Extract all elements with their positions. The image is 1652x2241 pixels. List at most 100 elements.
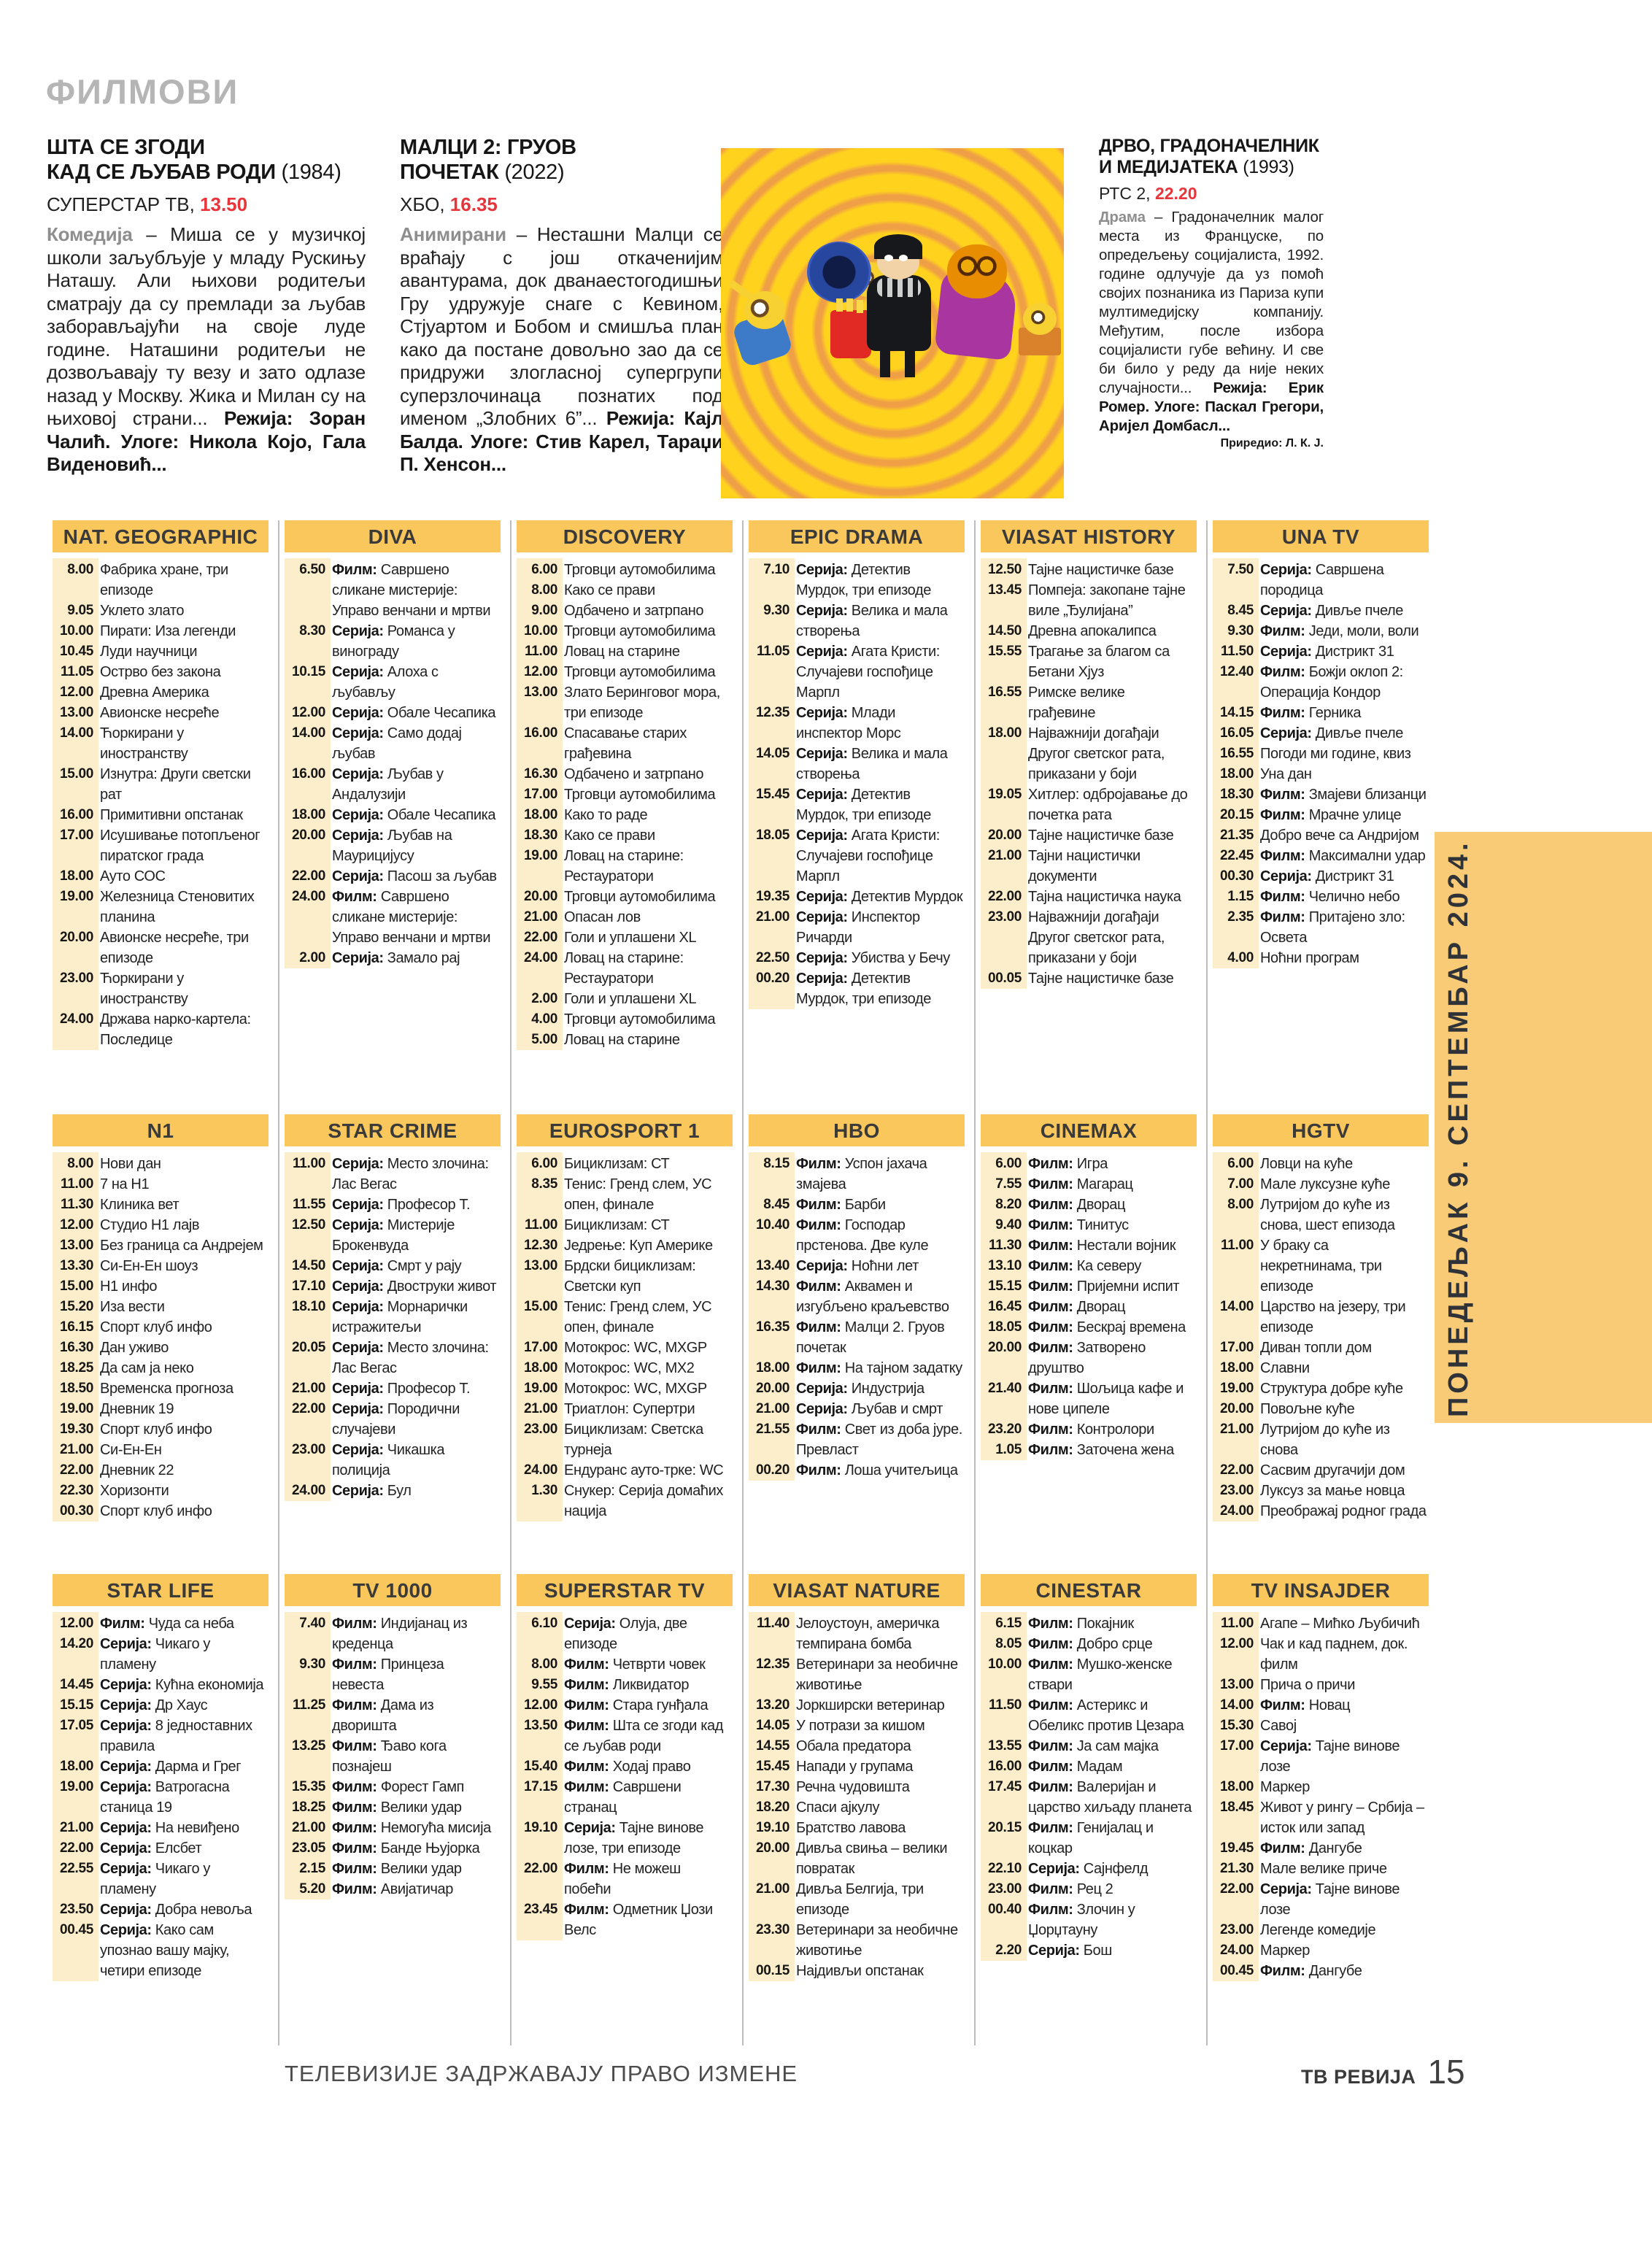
listing-entry: 00.30 Спорт клуб инфо [53,1501,269,1521]
channel-header: CINESTAR [981,1574,1197,1606]
listing-entry: 17.00 Диван топли дом [1213,1338,1429,1358]
channel-listing: 7.40 Филм: Индијанац из креденца 9.30 Филм:… [285,1612,501,1899]
listing-time: 6.00 [531,1156,557,1171]
listing-title: Филм: Не можеш побећи [564,1861,681,1897]
listing-entry: 20.00 Трговци аутомобилима [517,887,733,907]
listing-title: Тајне нацистичке базе [1028,562,1174,578]
listing-entry: 19.00 Структура добре куће [1213,1378,1429,1399]
listing-time: 21.55 [755,1422,790,1437]
listing-time: 23.00 [523,1422,557,1437]
listing-entry: 8.00 Нови дан [53,1154,269,1174]
film-credits: Режија: Зоран Чалић. Улоге: Никола Којо,… [47,407,366,476]
listing-entry: 16.00 Примитивни опстанак [53,805,269,825]
channel-block: HBO 8.15 Филм: Успон јахача змајева 8.45 Фил… [749,1114,965,1568]
listing-entry: 12.00 Студио Н1 лајв [53,1215,269,1235]
channel-listing: 11.40 Јелоустоун, америчка темпирана бомб… [749,1612,965,1981]
listing-entry: 8.00 Како се прави [517,580,733,601]
listing-title: Најважнији догађаји Другог светског рата… [1028,725,1165,782]
listing-entry: 19.10 Братство лавова [749,1818,965,1838]
listing-title: Серија: Љубав у Андалузији [332,766,444,803]
listing-time: 17.00 [523,1340,557,1355]
listing-time: 8.45 [763,1197,790,1212]
listing-time: 17.05 [59,1718,93,1733]
listing-entry: 16.30 Дан уживо [53,1338,269,1358]
channel-block: NAT. GEOGRAPHIC 8.00 Фабрика хране, три еп… [53,520,269,1108]
listing-entry: 14.00 Царство на језеру, три епизоде [1213,1297,1429,1338]
listing-entry: 4.00 Ноћни програм [1213,948,1429,968]
listing-time: 23.45 [523,1902,557,1917]
listing-entry: 6.10 Серија: Олуја, две епизоде [517,1613,733,1654]
listing-title: Опасан лов [564,909,641,925]
column-divider [510,520,512,2045]
listing-title: Обала предатора [796,1738,911,1754]
listing-time: 12.35 [755,705,790,720]
listing-entry: 21.35 Добро вече са Андријом [1213,825,1429,846]
listing-entry: 18.00 Мотокрос: WC, MX2 [517,1358,733,1378]
listing-entry: 19.00 Дневник 19 [53,1399,269,1419]
listing-time: 15.20 [59,1299,93,1314]
listing-entry: 15.30 Савој [1213,1716,1429,1736]
listing-entry: 2.15 Филм: Велики удар [285,1859,501,1879]
film-time: 22.20 [1154,184,1197,203]
listing-entry: 18.30 Како се прави [517,825,733,846]
listing-title: Серија: Детектив Мурдок, три епизоде [796,787,931,823]
listing-entry: 15.45 Напади у групама [749,1756,965,1777]
listing-time: 16.00 [59,807,93,822]
listing-entry: 16.15 Спорт клуб инфо [53,1317,269,1338]
listing-time: 22.00 [1219,1462,1254,1478]
listing-title: Филм: Лоша учитељица [796,1462,958,1478]
listing-time: 11.50 [989,1697,1022,1713]
listing-time: 21.00 [1219,1422,1254,1437]
listing-time: 11.55 [293,1197,325,1212]
listing-title: Серија: Обале Чесапика [332,705,496,721]
listing-time: 15.55 [987,644,1022,659]
film-title: ДРВО, ГРАДОНАЧЕЛНИК И МЕДИЈАТЕКА (1993) [1099,136,1319,177]
channel-block: VIASAT HISTORY 12.50 Тајне нацистичке базе… [981,520,1197,1108]
listing-title: Трговци аутомобилима [564,623,716,639]
listing-title: Царство на језеру, три епизоде [1260,1299,1406,1335]
listing-entry: 11.40 Јелоустоун, америчка темпирана бомб… [749,1613,965,1654]
listing-entry: 19.00 Серија: Ватрогасна станица 19 [53,1777,269,1818]
listing-title: Лутријом до куће из снова [1260,1422,1390,1458]
listing-entry: 20.15 Филм: Мрачне улице [1213,805,1429,825]
listing-time: 10.00 [523,623,557,639]
listing-entry: 21.00 Серија: На невиђено [53,1818,269,1838]
listing-entry: 23.00 Луксуз за мање новца [1213,1481,1429,1501]
listing-entry: 17.10 Серија: Двоструки живот [285,1276,501,1297]
listing-title: Серија: Добра невоља [100,1902,252,1918]
listing-time: 18.05 [755,828,790,843]
magazine-name: ТВ РЕВИЈА [1301,2066,1416,2088]
listing-title: Ветеринари за необичне животиње [796,1922,958,1959]
channel-listing: 7.50 Серија: Савршена породица 8.45 Серија:… [1213,558,1429,968]
listing-title: Древна Америка [100,684,209,701]
listing-entry: 20.00 Дивља свиња – велики повратак [749,1838,965,1879]
listing-entry: 11.05 Острво без закона [53,662,269,682]
listing-title: Серија: Дивље пчеле [1260,603,1404,619]
listing-title: Прича о причи [1260,1677,1355,1693]
listing-time: 12.50 [987,562,1022,577]
listing-entry: 22.00 Филм: Не можеш побећи [517,1859,733,1899]
channel-block: N1 8.00 Нови дан 11.00 7 на Н1 11.30 Клиника в… [53,1114,269,1568]
listing-time: 15.00 [523,1299,557,1314]
listing-entry: 19.10 Серија: Тајне винове лозе, три епиз… [517,1818,733,1859]
channel-block: STAR CRIME 11.00 Серија: Место злочина: Ла… [285,1114,501,1568]
listing-time: 16.55 [1219,746,1254,761]
listing-title: Серија: Место злочина: Лас Вегас [332,1340,489,1376]
listing-title: Филм: Тинитус [1028,1217,1129,1233]
listing-entry: 5.00 Ловац на старине [517,1030,733,1050]
listing-title: Филм: Немогућа мисија [332,1820,491,1836]
listing-title: Филм: Дворац [1028,1197,1126,1213]
listing-title: Серија: Професор Т. [332,1381,471,1397]
listing-time: 11.00 [525,1217,557,1233]
listing-title: Серија: Дивље пчеле [1260,725,1404,741]
channel-header: VIASAT NATURE [749,1574,965,1606]
channel-listing: 7.10 Серија: Детектив Мурдок, три епизоде… [749,558,965,1009]
listing-entry: 16.45 Филм: Дворац [981,1297,1197,1317]
listing-title: Како се прави [564,828,655,844]
listing-entry: 22.10 Серија: Сајнфелд [981,1859,1197,1879]
listing-time: 21.00 [59,1442,93,1457]
listing-time: 5.00 [531,1032,557,1047]
listing-title: Дневник 19 [100,1401,174,1417]
listing-time: 13.30 [59,1258,93,1273]
listing-time: 20.15 [987,1820,1022,1835]
